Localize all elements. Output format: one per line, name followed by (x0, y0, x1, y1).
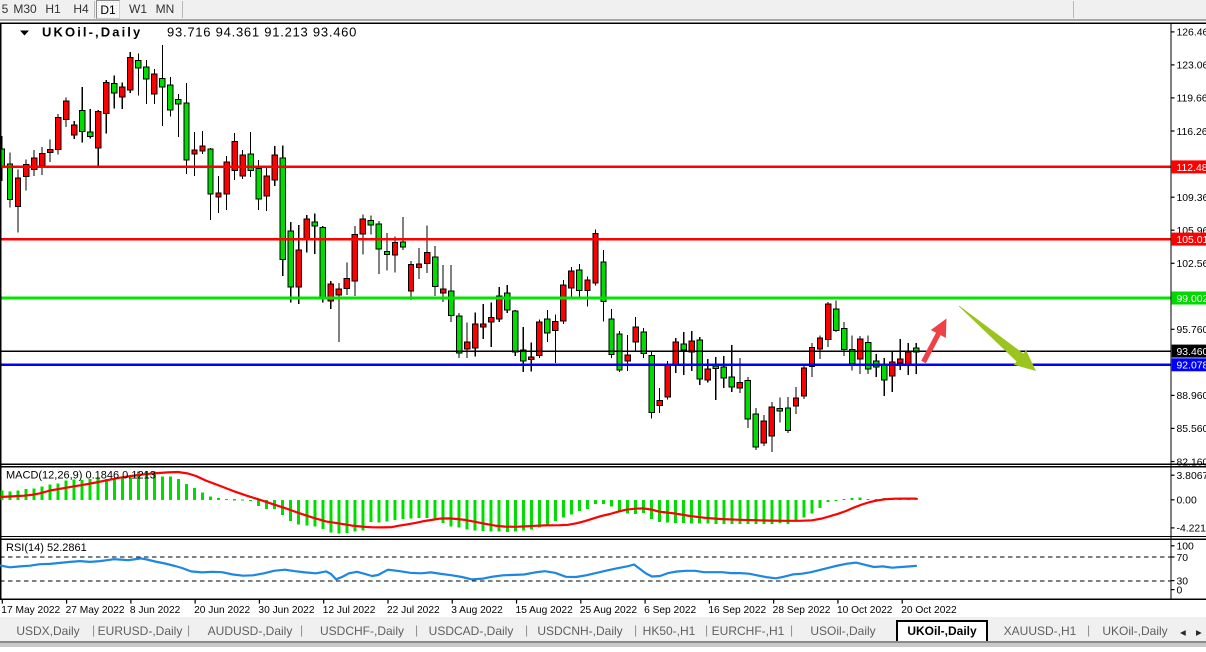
svg-text:70: 70 (1177, 553, 1189, 564)
svg-text:15 Aug 2022: 15 Aug 2022 (516, 605, 574, 616)
svg-text:20 Jun 2022: 20 Jun 2022 (194, 605, 250, 616)
svg-text:3.8067: 3.8067 (1177, 471, 1206, 482)
svg-text:0: 0 (1177, 585, 1183, 596)
svg-text:105.013: 105.013 (1177, 235, 1206, 246)
svg-text:93.716 94.361 91.213 93.460: 93.716 94.361 91.213 93.460 (167, 25, 357, 40)
svg-text:RSI(14) 52.2861: RSI(14) 52.2861 (6, 542, 87, 554)
svg-text:0.00: 0.00 (1177, 496, 1197, 507)
svg-text:85.560: 85.560 (1177, 424, 1206, 435)
svg-text:102.560: 102.560 (1177, 259, 1206, 270)
svg-text:123.060: 123.060 (1177, 61, 1206, 72)
svg-text:95.760: 95.760 (1177, 325, 1206, 336)
svg-text:30 Jun 2022: 30 Jun 2022 (258, 605, 314, 616)
svg-text:20 Oct 2022: 20 Oct 2022 (901, 605, 957, 616)
svg-text:12 Jul 2022: 12 Jul 2022 (323, 605, 376, 616)
svg-text:92.078: 92.078 (1177, 361, 1206, 372)
svg-text:6 Sep 2022: 6 Sep 2022 (644, 605, 696, 616)
svg-text:116.260: 116.260 (1177, 127, 1206, 138)
svg-text:25 Aug 2022: 25 Aug 2022 (580, 605, 638, 616)
svg-text:119.660: 119.660 (1177, 94, 1206, 105)
svg-text:112.488: 112.488 (1177, 163, 1206, 174)
svg-text:27 May 2022: 27 May 2022 (66, 605, 125, 616)
svg-text:10 Oct 2022: 10 Oct 2022 (837, 605, 893, 616)
svg-text:3 Aug 2022: 3 Aug 2022 (451, 605, 503, 616)
svg-text:109.360: 109.360 (1177, 193, 1206, 204)
svg-text:UKOil-,Daily: UKOil-,Daily (42, 25, 142, 40)
svg-text:-4.221: -4.221 (1177, 524, 1206, 535)
svg-text:88.960: 88.960 (1177, 391, 1206, 402)
svg-text:MACD(12,26,9) 0.1846 0.1213: MACD(12,26,9) 0.1846 0.1213 (6, 470, 156, 482)
svg-text:28 Sep 2022: 28 Sep 2022 (773, 605, 831, 616)
svg-text:22 Jul 2022: 22 Jul 2022 (387, 605, 440, 616)
svg-text:93.460: 93.460 (1177, 347, 1206, 358)
svg-text:17 May 2022: 17 May 2022 (1, 605, 60, 616)
svg-text:99.002: 99.002 (1177, 294, 1206, 305)
svg-text:82.160: 82.160 (1177, 457, 1206, 468)
svg-text:8 Jun 2022: 8 Jun 2022 (130, 605, 181, 616)
svg-text:126.460: 126.460 (1177, 28, 1206, 39)
svg-text:100: 100 (1177, 542, 1195, 553)
svg-text:16 Sep 2022: 16 Sep 2022 (708, 605, 766, 616)
